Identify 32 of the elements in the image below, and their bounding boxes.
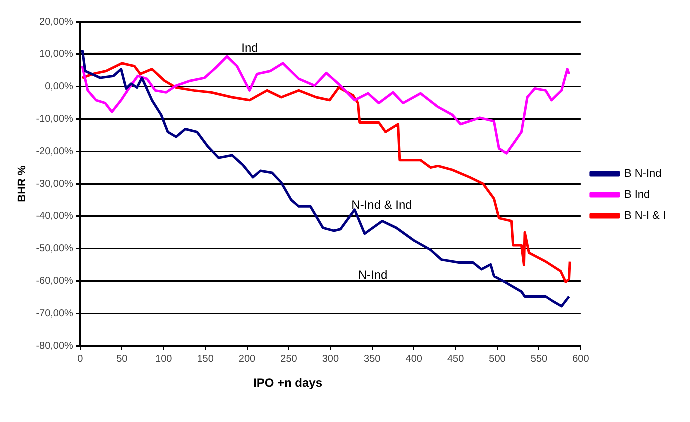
y-tick-label: 0,00% xyxy=(45,82,74,93)
x-axis-title: IPO +n days xyxy=(252,376,324,390)
annotation: Ind xyxy=(242,41,258,55)
legend-label: B N-Ind xyxy=(624,168,662,180)
x-tick-label: 250 xyxy=(280,354,298,365)
x-tick-label: 450 xyxy=(447,354,465,365)
x-tick-label: 500 xyxy=(489,354,506,365)
x-tick-label: 50 xyxy=(116,354,128,365)
y-tick-label: -40,00% xyxy=(36,211,74,222)
annotation: N-Ind xyxy=(358,268,388,282)
x-tick-label: 0 xyxy=(78,354,84,365)
y-tick-label: -50,00% xyxy=(36,244,74,255)
y-tick-label: 20,00% xyxy=(40,16,74,28)
annotation: N-Ind & Ind xyxy=(352,198,412,212)
y-tick-label: -30,00% xyxy=(36,178,74,190)
y-tick-label: -20,00% xyxy=(36,146,74,158)
x-tick-label: 550 xyxy=(530,354,548,365)
y-axis-title: BHR % xyxy=(16,165,29,202)
x-tick-label: 100 xyxy=(156,354,173,365)
x-tick-label: 300 xyxy=(322,354,340,365)
x-tick-label: 600 xyxy=(572,354,590,365)
y-tick-label: -70,00% xyxy=(36,308,74,320)
x-tick-label: 400 xyxy=(406,354,423,365)
legend-label: B N-I & I xyxy=(624,210,666,222)
y-tick-label: -10,00% xyxy=(36,114,74,125)
x-tick-label: 350 xyxy=(364,354,382,365)
y-tick-label: 10,00% xyxy=(40,49,74,60)
y-tick-label: -80,00% xyxy=(36,340,74,352)
legend-label: B Ind xyxy=(624,189,650,202)
x-tick-label: 200 xyxy=(238,354,256,365)
y-tick-label: -60,00% xyxy=(36,276,74,287)
x-tick-label: 150 xyxy=(197,354,214,365)
